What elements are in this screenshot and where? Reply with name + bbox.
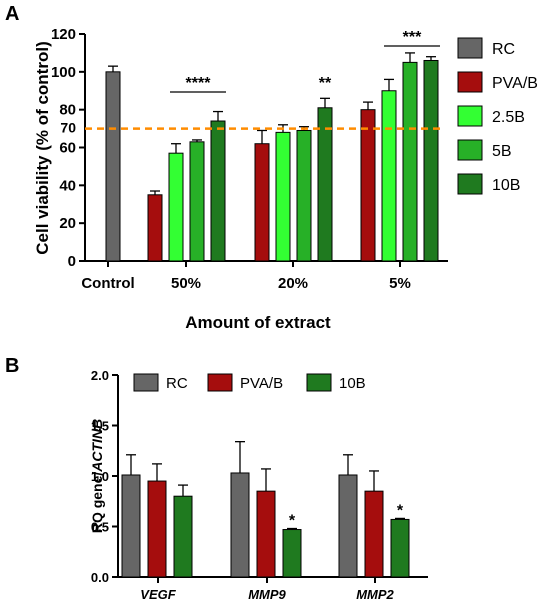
panel-b-bar [390, 518, 410, 578]
panel-a-bar [210, 120, 226, 262]
panel-a-y-tick-label: 0 [68, 253, 76, 270]
panel-a-significance-label: ** [319, 75, 332, 92]
panel-b-y-tick-label: 2.0 [91, 368, 109, 383]
panel-b-bar [282, 529, 302, 578]
panel-a-bar [254, 143, 270, 262]
panel-a-bar [296, 129, 312, 262]
panel-b-bar [173, 495, 193, 578]
panel-b-bar [230, 472, 250, 578]
panel-b-bar [121, 474, 141, 578]
panel-b-bar [364, 490, 384, 578]
panel-a-legend-label: PVA/B [492, 75, 538, 92]
panel-a-y-tick-label: 40 [59, 177, 76, 194]
panel-a-bar [402, 61, 418, 262]
panel-a-x-tick-label: 5% [389, 275, 411, 292]
panel-a-bar [147, 194, 163, 262]
panel-a-bar [275, 131, 291, 262]
panel-a-bar [381, 90, 397, 262]
panel-a-legend-swatch [457, 37, 483, 59]
panel-b-label: B [5, 355, 19, 377]
panel-b-legend-swatch [306, 373, 332, 392]
panel-a-significance-label: *** [403, 29, 422, 46]
panel-b-plot: 0.0 0.5 1.0 1.5 2.0 VEGF MMP9 MMP2 * * RC PVA/B 10B [91, 368, 428, 602]
panel-a-x-tick-label: 20% [278, 275, 308, 292]
panel-a-bar [189, 141, 205, 262]
panel-b-x-tick-label: MMP9 [248, 587, 286, 602]
panel-a-bar [423, 59, 439, 262]
panel-b-y-tick-label: 0.0 [91, 570, 109, 585]
panel-b-y-axis-label: RQ gene/ACTINB [89, 419, 105, 533]
panel-a-x-tick-label: Control [81, 275, 134, 292]
panel-a-y-tick-label: 120 [51, 26, 76, 43]
panel-a-bar [360, 109, 376, 262]
panel-b-y-axis-label-gene: ACTINB [89, 419, 105, 473]
panel-a-bar [105, 71, 121, 262]
panel-a-legend-swatch [457, 173, 483, 195]
panel-b-y-axis-label-prefix: RQ gene/ [89, 472, 105, 534]
panel-b-legend-label: 10B [339, 375, 366, 392]
panel-a-y-tick-label: 100 [51, 64, 76, 81]
panel-b-legend-swatch [207, 373, 233, 392]
panel-b-bar [338, 474, 358, 578]
panel-a-y-tick-label: 60 [59, 140, 76, 157]
panel-a-legend-label: 2.5B [492, 109, 525, 126]
panel-a-legend-label: 5B [492, 143, 512, 160]
panel-a-legend-swatch [457, 71, 483, 93]
panel-b-y-tick-label: 1.0 [91, 469, 109, 484]
panel-b-bar [147, 480, 167, 578]
panel-a-bar [168, 152, 184, 262]
panel-b-x-tick-label: MMP2 [356, 587, 394, 602]
panel-a-x-tick-label: 50% [171, 275, 201, 292]
panel-a-bar [317, 107, 333, 262]
panel-b-bar [256, 490, 276, 578]
panel-b-legend-swatch [133, 373, 159, 392]
panel-a-significance-label: **** [186, 75, 212, 92]
panel-a-ref-tick-label: 70 [60, 120, 76, 136]
panel-b-significance-label: * [397, 502, 404, 519]
panel-b-significance-label: * [289, 513, 296, 530]
panel-b-legend-label: RC [166, 375, 188, 392]
panel-a-label: A [5, 3, 19, 25]
panel-a-x-axis-label: Amount of extract [185, 313, 331, 332]
panel-a-legend-swatch [457, 105, 483, 127]
panel-a-legend-label: 10B [492, 177, 520, 194]
panel-a-y-axis-label: Cell viability (% of control) [33, 41, 52, 254]
panel-b-legend-label: PVA/B [240, 375, 283, 392]
panel-a-legend-label: RC [492, 41, 515, 58]
panel-a-y-tick-label: 80 [59, 102, 76, 119]
panel-b-y-tick-label: 1.5 [91, 419, 109, 434]
panel-a-legend-swatch [457, 139, 483, 161]
panel-a-y-tick-label: 20 [59, 215, 76, 232]
panel-b-x-tick-label: VEGF [140, 587, 176, 602]
panel-b-y-tick-label: 0.5 [91, 520, 109, 535]
